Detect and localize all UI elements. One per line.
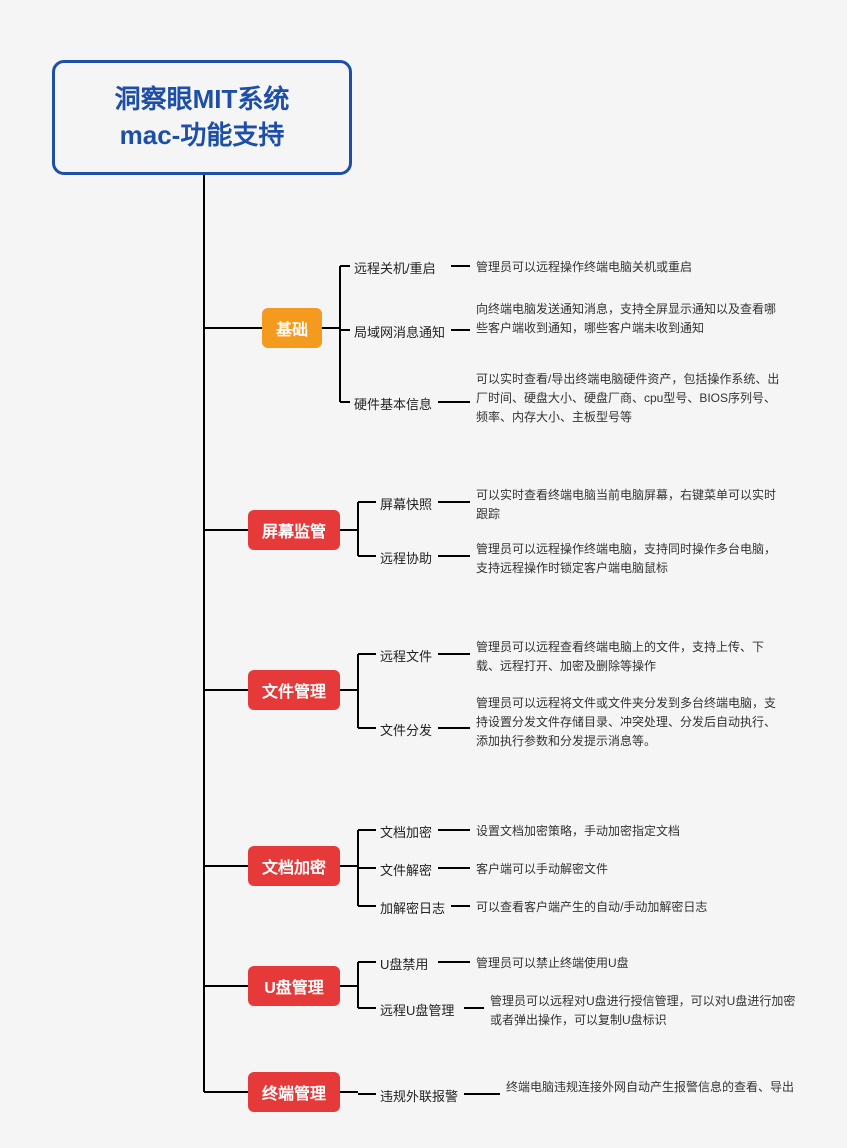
- category-usb: U盘管理: [248, 966, 340, 1006]
- desc-terminal-0: 终端电脑违规连接外网自动产生报警信息的查看、导出: [506, 1078, 794, 1097]
- desc-file-1: 管理员可以远程将文件或文件夹分发到多台终端电脑，支持设置分发文件存储目录、冲突处…: [476, 694, 786, 752]
- desc-screen-0: 可以实时查看终端电脑当前电脑屏幕，右键菜单可以实时跟踪: [476, 486, 786, 524]
- desc-encrypt-1: 客户端可以手动解密文件: [476, 860, 608, 879]
- sub-basic-0: 远程关机/重启: [354, 258, 436, 277]
- desc-usb-0: 管理员可以禁止终端使用U盘: [476, 954, 629, 973]
- category-basic: 基础: [262, 308, 322, 348]
- sub-file-1: 文件分发: [380, 720, 432, 739]
- desc-screen-1: 管理员可以远程操作终端电脑，支持同时操作多台电脑，支持远程操作时锁定客户端电脑鼠…: [476, 540, 786, 578]
- category-screen: 屏幕监管: [248, 510, 340, 550]
- sub-encrypt-2: 加解密日志: [380, 898, 445, 917]
- sub-basic-1: 局域网消息通知: [354, 322, 445, 341]
- desc-basic-2: 可以实时查看/导出终端电脑硬件资产，包括操作系统、出厂时间、硬盘大小、硬盘厂商、…: [476, 370, 786, 428]
- sub-basic-2: 硬件基本信息: [354, 394, 432, 413]
- sub-screen-1: 远程协助: [380, 548, 432, 567]
- desc-usb-1: 管理员可以远程对U盘进行授信管理，可以对U盘进行加密或者弹出操作，可以复制U盘标…: [490, 992, 800, 1030]
- sub-encrypt-1: 文件解密: [380, 860, 432, 879]
- sub-terminal-0: 违规外联报警: [380, 1086, 458, 1105]
- desc-encrypt-0: 设置文档加密策略，手动加密指定文档: [476, 822, 680, 841]
- category-terminal: 终端管理: [248, 1072, 340, 1112]
- sub-usb-0: U盘禁用: [380, 954, 428, 973]
- sub-encrypt-0: 文档加密: [380, 822, 432, 841]
- sub-screen-0: 屏幕快照: [380, 494, 432, 513]
- root-node: 洞察眼MIT系统 mac-功能支持: [52, 60, 352, 175]
- desc-encrypt-2: 可以查看客户端产生的自动/手动加解密日志: [476, 898, 707, 917]
- sub-file-0: 远程文件: [380, 646, 432, 665]
- desc-basic-0: 管理员可以远程操作终端电脑关机或重启: [476, 258, 692, 277]
- desc-basic-1: 向终端电脑发送通知消息，支持全屏显示通知以及查看哪些客户端收到通知，哪些客户端未…: [476, 300, 786, 338]
- category-encrypt: 文档加密: [248, 846, 340, 886]
- desc-file-0: 管理员可以远程查看终端电脑上的文件，支持上传、下载、远程打开、加密及删除等操作: [476, 638, 786, 676]
- category-file: 文件管理: [248, 670, 340, 710]
- root-title-line1: 洞察眼MIT系统: [83, 81, 321, 117]
- sub-usb-1: 远程U盘管理: [380, 1000, 454, 1019]
- root-title-line2: mac-功能支持: [83, 117, 321, 153]
